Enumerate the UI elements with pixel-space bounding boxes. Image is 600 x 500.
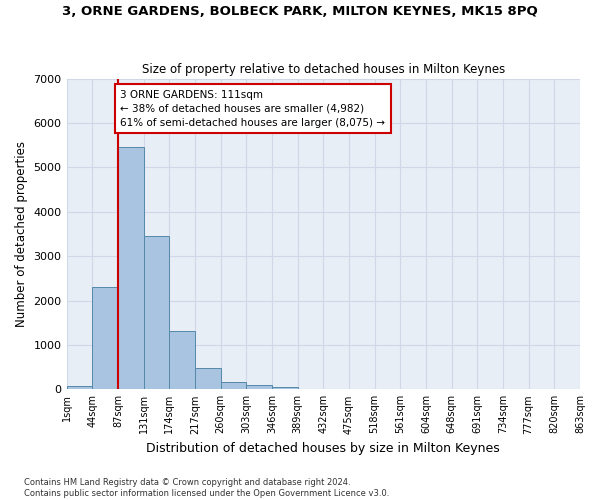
Y-axis label: Number of detached properties: Number of detached properties — [15, 141, 28, 327]
Bar — [272, 386, 298, 390]
Text: 3 ORNE GARDENS: 111sqm
← 38% of detached houses are smaller (4,982)
61% of semi-: 3 ORNE GARDENS: 111sqm ← 38% of detached… — [121, 90, 385, 128]
Title: Size of property relative to detached houses in Milton Keynes: Size of property relative to detached ho… — [142, 63, 505, 76]
Bar — [195, 368, 221, 390]
Bar — [67, 386, 92, 390]
Bar — [169, 330, 195, 390]
X-axis label: Distribution of detached houses by size in Milton Keynes: Distribution of detached houses by size … — [146, 442, 500, 455]
Bar — [118, 148, 143, 390]
Bar — [221, 382, 246, 390]
Text: Contains HM Land Registry data © Crown copyright and database right 2024.
Contai: Contains HM Land Registry data © Crown c… — [24, 478, 389, 498]
Bar — [143, 236, 169, 390]
Text: 3, ORNE GARDENS, BOLBECK PARK, MILTON KEYNES, MK15 8PQ: 3, ORNE GARDENS, BOLBECK PARK, MILTON KE… — [62, 5, 538, 18]
Bar — [246, 386, 272, 390]
Bar — [92, 287, 118, 390]
